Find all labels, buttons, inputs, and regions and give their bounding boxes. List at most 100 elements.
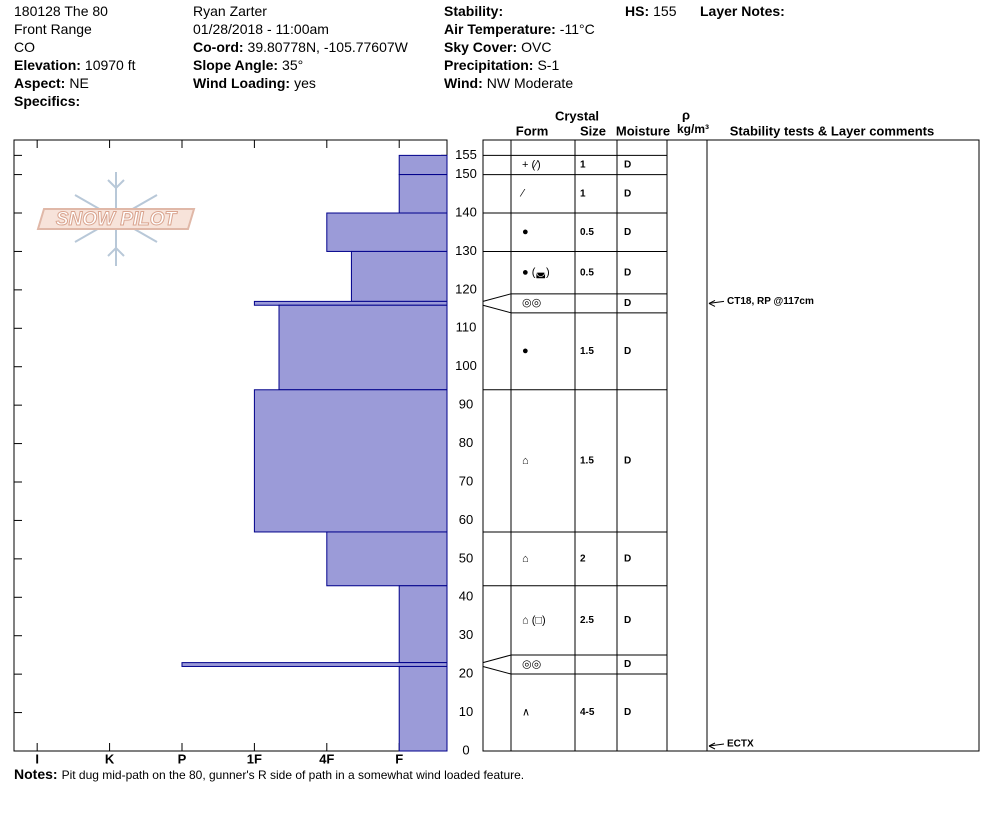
crystal-size: 1.5 <box>580 456 594 467</box>
moisture: D <box>624 707 631 718</box>
field-value: yes <box>294 75 316 91</box>
moisture: D <box>624 659 631 670</box>
y-tick-label: 10 <box>459 704 473 719</box>
field-value: 35° <box>282 57 304 73</box>
header-field: Co-ord: 39.80778N, -105.77607W <box>193 39 408 55</box>
crystal-form: ⌂ <box>522 455 529 467</box>
field-value: Front Range <box>14 21 92 37</box>
field-label: Sky Cover: <box>444 39 518 55</box>
header-crystal: Crystal <box>555 108 599 123</box>
hardness-bar <box>326 531 448 587</box>
y-tick-label: 90 <box>459 397 473 412</box>
header-comments: Stability tests & Layer comments <box>730 123 934 138</box>
moisture: D <box>624 188 631 199</box>
hardness-bar <box>398 585 448 664</box>
field-label: Precipitation: <box>444 57 534 73</box>
header-field: Elevation: 10970 ft <box>14 57 136 73</box>
y-tick-label: 130 <box>455 243 477 258</box>
y-tick-label: 100 <box>455 358 477 373</box>
header-field: Air Temperature: -11°C <box>444 21 595 37</box>
header-density-unit: kg/m³ <box>677 122 709 136</box>
y-tick-label: 70 <box>459 473 473 488</box>
test-arrow <box>708 743 725 747</box>
field-value: 10970 ft <box>84 57 136 73</box>
header-rho: ρ <box>682 107 690 122</box>
field-value: 01/28/2018 - 11:00am <box>193 21 329 37</box>
crystal-form: ⌂ (□) <box>522 614 546 626</box>
field-label: Elevation: <box>14 57 81 73</box>
x-tick-label: 4F <box>319 751 334 766</box>
y-tick-label: 20 <box>459 666 473 681</box>
header-field: Slope Angle: 35° <box>193 57 303 73</box>
crystal-size: 1.5 <box>580 346 594 357</box>
table-frame <box>482 139 980 752</box>
crystal-size: 0.5 <box>580 267 594 278</box>
layer-notes: Layer Notes: <box>700 3 789 19</box>
header-field: Aspect: NE <box>14 75 89 91</box>
field-label: Layer Notes: <box>700 3 785 19</box>
field-label: Aspect: <box>14 75 66 91</box>
test-label: ECTX <box>727 739 754 750</box>
hardness-bar <box>253 389 448 533</box>
header-field: Precipitation: S-1 <box>444 57 559 73</box>
field-value: NE <box>69 75 89 91</box>
field-value: CO <box>14 39 35 55</box>
field-label: Co-ord: <box>193 39 244 55</box>
crystal-form: ● (◛) <box>522 267 550 279</box>
field-value: 180128 The 80 <box>14 3 108 19</box>
field-label: HS: <box>625 3 650 19</box>
field-label: Wind: <box>444 75 483 91</box>
y-tick-label: 60 <box>459 512 473 527</box>
hardness-bar <box>398 174 448 214</box>
crystal-form: ● <box>522 345 529 357</box>
field-value: 39.80778N, -105.77607W <box>247 39 408 55</box>
header-size: Size <box>580 123 606 138</box>
test-arrow <box>708 300 725 304</box>
hs-field: HS: 155 <box>625 3 676 19</box>
crystal-form: ⁄ <box>519 188 526 200</box>
layer-connector <box>482 293 512 302</box>
moisture: D <box>624 346 631 357</box>
field-value: OVC <box>521 39 552 55</box>
y-tick-label: 155 <box>455 147 477 162</box>
moisture: D <box>624 227 631 238</box>
moisture: D <box>624 160 631 171</box>
field-label: Stability: <box>444 3 504 19</box>
field-value: Ryan Zarter <box>193 3 267 19</box>
moisture: D <box>624 615 631 626</box>
header-field: Stability: <box>444 3 507 19</box>
crystal-size: 1 <box>580 188 586 199</box>
moisture: D <box>624 298 631 309</box>
field-value: NW Moderate <box>486 75 574 91</box>
notes: Notes: Pit dug mid-path on the 80, gunner… <box>14 766 524 782</box>
header-field: Sky Cover: OVC <box>444 39 552 55</box>
logo-text: SNOW PILOT <box>56 209 178 230</box>
crystal-form: ◎◎ <box>522 658 541 670</box>
field-label: Wind Loading: <box>193 75 291 91</box>
x-tick-label: P <box>178 751 187 766</box>
crystal-form: ∧ <box>522 706 530 718</box>
crystal-size: 2 <box>580 554 586 565</box>
crystal-form: + (⁄) <box>522 159 541 171</box>
field-value: -11°C <box>559 21 595 37</box>
y-tick-label: 0 <box>462 742 469 757</box>
moisture: D <box>624 554 631 565</box>
crystal-form: ◎◎ <box>522 297 541 309</box>
x-tick-label: K <box>105 751 115 766</box>
crystal-size: 2.5 <box>580 615 594 626</box>
y-tick-label: 30 <box>459 627 473 642</box>
notes-label: Notes: <box>14 766 58 782</box>
header-field: Front Range <box>14 21 92 37</box>
header-field: 01/28/2018 - 11:00am <box>193 21 329 37</box>
crystal-size: 0.5 <box>580 227 594 238</box>
test-arrowhead <box>708 742 716 750</box>
test-label: CT18, RP @117cm <box>727 296 814 307</box>
y-tick-label: 80 <box>459 435 473 450</box>
layer-connector <box>482 304 512 314</box>
header-field: Wind: NW Moderate <box>444 75 573 91</box>
crystal-size: 4-5 <box>580 707 595 718</box>
x-tick-label: 1F <box>247 751 262 766</box>
header-field: 180128 The 80 <box>14 3 108 19</box>
moisture: D <box>624 456 631 467</box>
header-form: Form <box>516 123 549 138</box>
